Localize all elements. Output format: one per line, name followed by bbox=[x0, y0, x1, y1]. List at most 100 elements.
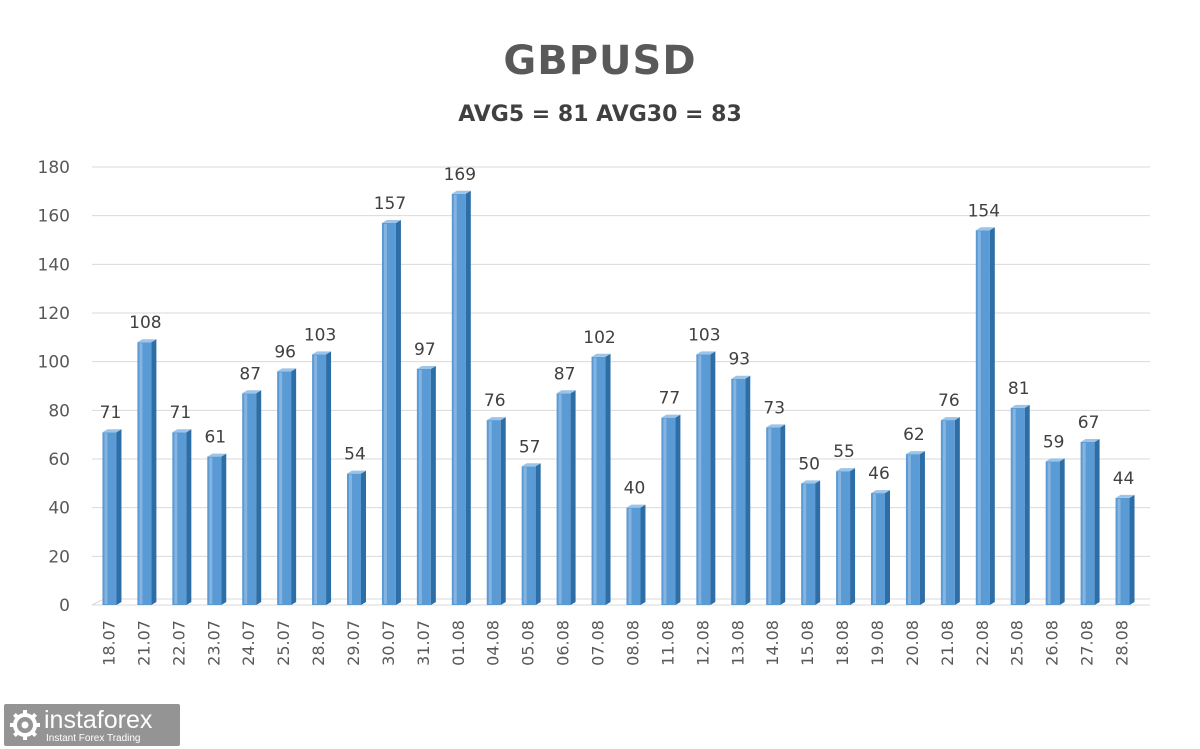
bar bbox=[137, 339, 157, 605]
bar-side bbox=[500, 417, 506, 605]
data-label: 108 bbox=[129, 313, 161, 333]
bar bbox=[102, 429, 122, 605]
bar-highlight bbox=[488, 421, 492, 604]
y-tick-label: 20 bbox=[48, 547, 70, 567]
bar-side bbox=[710, 351, 716, 605]
bar-top bbox=[486, 417, 506, 421]
bar-highlight bbox=[1117, 498, 1121, 604]
data-label: 71 bbox=[170, 403, 192, 423]
bar-highlight bbox=[314, 355, 318, 604]
x-tick-label: 27.08 bbox=[1078, 620, 1097, 666]
data-label: 87 bbox=[554, 364, 576, 384]
data-label: 93 bbox=[728, 350, 750, 370]
bar-front bbox=[312, 354, 327, 605]
x-tick-label: 20.08 bbox=[903, 620, 922, 666]
data-label: 46 bbox=[868, 464, 890, 484]
bar-front bbox=[766, 427, 781, 605]
bar-front bbox=[801, 483, 816, 605]
x-tick-label: 28.07 bbox=[309, 620, 328, 666]
x-tick-label: 31.07 bbox=[414, 620, 433, 666]
bar-highlight bbox=[942, 421, 946, 604]
x-tick-label: 12.08 bbox=[693, 620, 712, 666]
bar-front bbox=[661, 417, 676, 605]
y-tick-label: 120 bbox=[38, 304, 70, 324]
bar-top bbox=[836, 468, 856, 472]
bar-highlight bbox=[977, 231, 981, 604]
x-tick-label: 26.08 bbox=[1043, 620, 1062, 666]
bar-top bbox=[137, 339, 157, 343]
data-label: 71 bbox=[100, 403, 122, 423]
bar bbox=[277, 368, 297, 605]
x-tick-label: 25.08 bbox=[1008, 620, 1027, 666]
data-label: 59 bbox=[1043, 432, 1065, 452]
bar-front bbox=[1115, 497, 1130, 605]
bar-highlight bbox=[873, 494, 876, 604]
bar bbox=[1045, 458, 1065, 605]
bar bbox=[1010, 404, 1030, 605]
bar-front bbox=[521, 466, 536, 605]
bar-front bbox=[871, 493, 885, 605]
bar bbox=[451, 190, 471, 605]
bar bbox=[905, 451, 925, 605]
x-tick-label: 28.08 bbox=[1113, 620, 1132, 666]
bar-highlight bbox=[803, 484, 807, 604]
bar-side bbox=[919, 451, 925, 605]
y-tick-label: 60 bbox=[48, 450, 70, 470]
bar bbox=[591, 353, 611, 605]
bar-highlight bbox=[663, 418, 667, 604]
bar-side bbox=[221, 453, 227, 605]
bar-highlight bbox=[593, 357, 597, 604]
x-tick-label: 24.07 bbox=[239, 620, 258, 666]
bar-side bbox=[465, 190, 471, 605]
bar bbox=[172, 429, 192, 605]
y-tick-label: 100 bbox=[38, 353, 70, 373]
bar bbox=[521, 463, 541, 605]
bar-front bbox=[591, 356, 606, 605]
data-label: 44 bbox=[1113, 469, 1135, 489]
bar-highlight bbox=[1012, 408, 1016, 604]
x-tick-label: 25.07 bbox=[274, 620, 293, 666]
x-tick-label: 30.07 bbox=[379, 620, 398, 666]
bar bbox=[871, 490, 890, 605]
bar-front bbox=[1010, 407, 1025, 605]
bar bbox=[626, 504, 646, 605]
y-tick-label: 160 bbox=[38, 207, 70, 227]
bar-highlight bbox=[139, 343, 143, 604]
bar-top bbox=[556, 390, 576, 394]
data-label: 40 bbox=[624, 479, 646, 499]
x-tick-label: 19.08 bbox=[868, 620, 887, 666]
bar-front bbox=[626, 507, 641, 605]
bar-top bbox=[871, 490, 890, 494]
bar-top bbox=[1045, 458, 1065, 462]
bar-top bbox=[731, 375, 751, 379]
bar-top bbox=[521, 463, 541, 467]
bar-top bbox=[207, 453, 227, 457]
bar-highlight bbox=[1047, 462, 1051, 604]
bar-side bbox=[954, 417, 960, 605]
data-label: 77 bbox=[659, 389, 681, 409]
bar-front bbox=[940, 420, 955, 605]
bar bbox=[940, 417, 960, 605]
bar-top bbox=[347, 470, 366, 474]
y-tick-label: 0 bbox=[59, 596, 70, 616]
bar-side bbox=[605, 353, 611, 605]
bar-side bbox=[989, 227, 995, 605]
bar-highlight bbox=[174, 433, 178, 604]
bar-side bbox=[1129, 494, 1135, 605]
bar bbox=[975, 227, 995, 605]
bar-side bbox=[535, 463, 541, 605]
bar-front bbox=[381, 222, 396, 605]
x-tick-label: 22.08 bbox=[973, 620, 992, 666]
watermark-tagline: Instant Forex Trading bbox=[46, 733, 141, 744]
chart-title: GBPUSD bbox=[503, 38, 697, 84]
bar-highlight bbox=[349, 474, 352, 604]
data-label: 50 bbox=[798, 454, 820, 474]
data-label: 103 bbox=[688, 325, 720, 345]
x-tick-label: 04.08 bbox=[484, 620, 503, 666]
bar-front bbox=[1045, 461, 1060, 605]
bar-highlight bbox=[838, 472, 842, 604]
data-label: 62 bbox=[903, 425, 925, 445]
bar-side bbox=[151, 339, 157, 605]
bar-side bbox=[116, 429, 122, 605]
